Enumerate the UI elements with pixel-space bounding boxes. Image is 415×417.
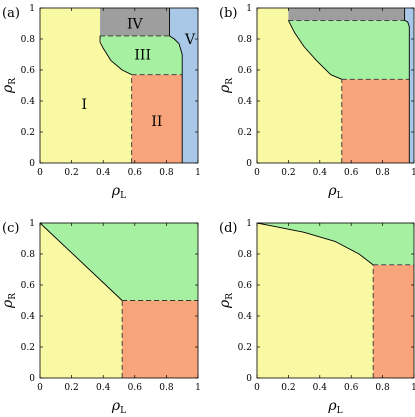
region-V — [404, 8, 414, 163]
x-tick-label: 0 — [37, 168, 43, 178]
x-tick-label: 0.6 — [128, 168, 143, 178]
x-axis-label: ρL — [111, 398, 126, 416]
y-tick-label: 0.8 — [238, 35, 253, 45]
region-I — [257, 223, 374, 378]
y-axis-label: ρR — [217, 293, 235, 309]
x-tick-label: 0.4 — [96, 383, 111, 393]
region-III — [288, 20, 410, 80]
x-tick-label: 0.6 — [344, 168, 359, 178]
region-I — [40, 223, 123, 378]
y-tick-label: 1 — [29, 4, 35, 14]
y-tick-label: 1 — [246, 219, 252, 229]
y-tick-label: 0.2 — [21, 128, 35, 138]
x-tick-label: 0 — [37, 383, 43, 393]
y-tick-label: 0 — [246, 159, 252, 169]
y-tick-label: 0 — [246, 374, 252, 384]
region-label-I: I — [81, 97, 87, 113]
solid-boundary — [256, 222, 374, 266]
panel-label: (b) — [219, 6, 237, 21]
region-II — [373, 264, 414, 378]
x-tick-label: 0.2 — [64, 383, 78, 393]
region-I — [257, 8, 342, 163]
x-tick-label: 1 — [195, 168, 201, 178]
y-tick-label: 0.6 — [21, 66, 36, 76]
y-tick-label: 0.4 — [21, 97, 36, 107]
solid-boundary — [169, 8, 183, 163]
x-tick-label: 0.8 — [375, 168, 390, 178]
plot-frame — [39, 7, 199, 164]
x-tick-label: 0.2 — [281, 168, 295, 178]
y-tick-label: 0.8 — [21, 250, 36, 260]
y-tick-label: 0 — [29, 159, 35, 169]
x-tick-label: 0.6 — [344, 383, 359, 393]
y-tick-label: 0.4 — [238, 312, 253, 322]
x-tick-label: 1 — [411, 383, 415, 393]
solid-boundary — [404, 8, 410, 163]
region-III — [40, 223, 198, 301]
region-II — [122, 300, 198, 378]
x-tick-label: 0 — [254, 168, 260, 178]
x-tick-label: 0.8 — [159, 168, 174, 178]
region-label-IV: IV — [127, 17, 144, 33]
y-tick-label: 0.6 — [238, 281, 253, 291]
y-tick-label: 1 — [29, 219, 35, 229]
plot-frame — [256, 7, 415, 164]
panel-1: 0 0.2 0.4 0.6 0.8 100.20.40.60.81ρLρR(a)IIIII… — [0, 4, 201, 201]
x-tick-label: 0.2 — [64, 168, 78, 178]
plot-frame — [256, 222, 415, 379]
plot-frame — [39, 222, 199, 379]
x-tick-label: 0.6 — [128, 383, 143, 393]
x-tick-label: 0.4 — [313, 168, 328, 178]
y-tick-label: 1 — [246, 4, 252, 14]
y-axis-label: ρR — [0, 78, 18, 94]
x-tick-label: 0.4 — [96, 168, 111, 178]
y-tick-label: 0.4 — [21, 312, 36, 322]
panel-label: (d) — [219, 221, 237, 236]
solid-boundary — [39, 222, 123, 301]
x-tick-label: 0.8 — [159, 383, 174, 393]
y-tick-label: 0.6 — [21, 281, 36, 291]
panel-2: 0 0.2 0.4 0.6 0.8 1 0 0.2 0.4 0.6 0.8 1 ρL ρR (b) — [217, 4, 415, 201]
region-label-III: III — [134, 48, 151, 64]
x-tick-label: 0.8 — [375, 383, 390, 393]
y-tick-label: 0.8 — [21, 35, 36, 45]
region-label-V: V — [184, 32, 196, 48]
panel-label: (a) — [2, 6, 20, 21]
solid-boundary — [99, 35, 132, 76]
region-III — [257, 223, 414, 265]
region-label-II: II — [151, 114, 162, 130]
region-II — [341, 79, 410, 163]
y-tick-label: 0.2 — [238, 343, 252, 353]
x-tick-label: 0.4 — [313, 383, 328, 393]
region-II — [131, 74, 183, 163]
x-axis-label: ρL — [111, 183, 126, 201]
y-axis-label: ρR — [0, 293, 18, 309]
y-tick-label: 0.6 — [238, 66, 253, 76]
y-tick-label: 0.2 — [21, 343, 35, 353]
panel-4: 0 0.2 0.4 0.6 0.8 1 0 0.2 0.4 0.6 0.8 1 ρL ρR (d) — [217, 219, 415, 416]
x-tick-label: 0.2 — [281, 383, 295, 393]
x-axis-label: ρL — [327, 183, 342, 201]
x-tick-label: 1 — [411, 168, 415, 178]
x-tick-label: 0 — [254, 383, 260, 393]
x-axis-label: ρL — [327, 398, 342, 416]
y-tick-label: 0.2 — [238, 128, 252, 138]
solid-boundary — [287, 20, 342, 80]
region-I — [40, 8, 132, 163]
region-IV — [288, 8, 405, 21]
y-tick-label: 0.8 — [238, 250, 253, 260]
region-V — [169, 8, 198, 163]
region-III — [100, 35, 183, 75]
y-axis-label: ρR — [217, 78, 235, 94]
y-tick-label: 0 — [29, 374, 35, 384]
region-IV — [100, 8, 170, 36]
x-tick-label: 1 — [195, 383, 201, 393]
panel-3: 0 0.2 0.4 0.6 0.8 1 0 0.2 0.4 0.6 0.8 1 ρL ρR (c) — [0, 219, 201, 416]
y-tick-label: 0.4 — [238, 97, 253, 107]
panel-label: (c) — [2, 221, 19, 236]
